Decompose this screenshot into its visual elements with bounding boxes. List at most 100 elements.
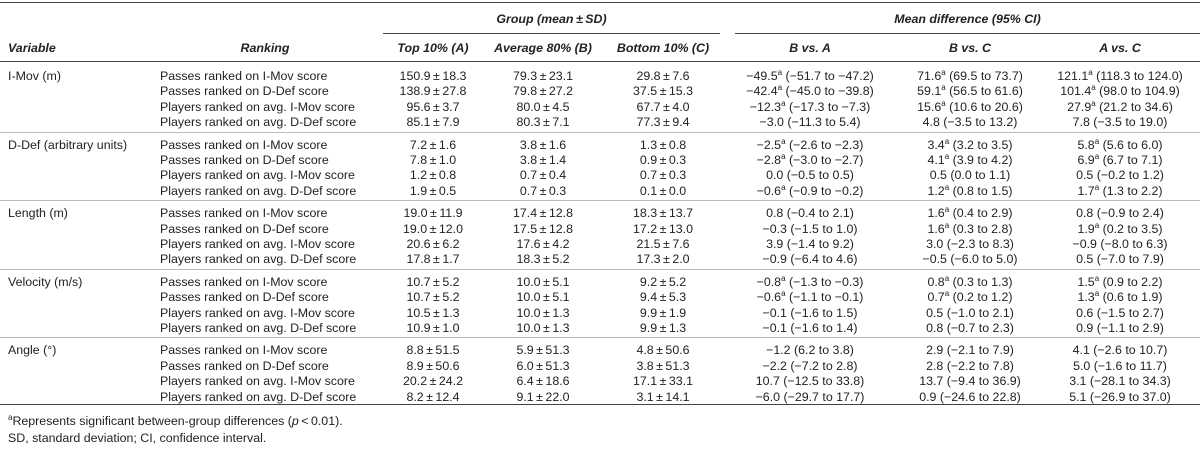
ranking-label: Players ranked on avg. I-Mov score	[160, 374, 355, 389]
mean-sd-cell-bottom: 0.7 ± 0.3	[639, 168, 687, 183]
mean-difference-cell-bvc: 3.0 (−2.3 to 8.3)	[900, 237, 1040, 252]
significance-marker: a	[944, 136, 950, 146]
confidence-interval: (0.3 to 1.3)	[949, 274, 1013, 289]
significance-marker: a	[1094, 151, 1100, 161]
confidence-interval: (56.5 to 61.6)	[945, 84, 1023, 99]
mean-difference-cell-bva: −0.6a (−1.1 to −0.1)	[740, 290, 880, 305]
difference-estimate: −6.0	[755, 389, 781, 404]
col-header-bottom: Bottom 10% (C)	[616, 41, 710, 55]
ranking-label: Players ranked on avg. I-Mov score	[160, 237, 355, 251]
mean-difference-cell-bvc: 2.9 (−2.1 to 7.9)	[900, 343, 1040, 358]
col-header-b-vs-c: B vs. C	[948, 41, 991, 55]
difference-estimate: −0.1	[762, 305, 787, 320]
difference-estimate: 27.9	[1067, 99, 1092, 114]
difference-estimate: −42.4	[746, 84, 778, 99]
confidence-interval: (−0.2 to 1.2)	[1093, 168, 1164, 183]
difference-estimate: −2.5	[756, 137, 782, 152]
significance-marker: a	[781, 182, 786, 192]
confidence-interval: (−1.0 to 2.1)	[943, 305, 1014, 320]
confidence-interval: (−0.9 to 2.4)	[1093, 206, 1164, 221]
mean-difference-cell-bva: 3.9 (−1.4 to 9.2)	[740, 237, 880, 252]
difference-estimate: 6.9	[1077, 153, 1095, 167]
difference-estimate: 1.5	[1077, 274, 1095, 289]
mean-sd-cell-bottom: 1.3 ± 0.8	[639, 137, 687, 152]
difference-estimate: −0.3	[762, 221, 787, 236]
mean-difference-cell-bvc: 0.8a (0.3 to 1.3)	[900, 274, 1040, 290]
mean-sd-cell-top: 8.8 ± 51.5	[406, 343, 460, 358]
mean-difference-cell-bvc: 13.7 (−9.4 to 36.9)	[900, 374, 1040, 389]
mean-difference-cell-bva: −2.2 (−7.2 to 2.8)	[740, 359, 880, 374]
difference-estimate: 1.9	[1077, 221, 1095, 236]
difference-estimate: −49.5	[746, 69, 778, 83]
mean-sd-cell-top: 1.9 ± 0.5	[409, 183, 457, 198]
mean-sd-cell-avg: 3.8 ± 1.6	[519, 137, 567, 152]
variable-label: Length (m)	[8, 206, 68, 221]
significance-marker: a	[944, 220, 950, 230]
confidence-interval: (0.8 to 1.5)	[949, 183, 1013, 198]
mean-sd-cell-top: 19.0 ± 12.0	[403, 221, 463, 236]
mean-difference-cell-avc: 7.8 (−3.5 to 19.0)	[1050, 115, 1190, 130]
mean-difference-cell-avc: 5.1 (−26.9 to 37.0)	[1050, 390, 1190, 405]
difference-estimate: 0.8	[766, 206, 784, 221]
mean-sd-cell-top: 85.1 ± 7.9	[406, 115, 460, 130]
mean-difference-span-header: Mean difference (95% CI)	[894, 12, 1041, 26]
difference-estimate: −0.8	[756, 274, 782, 289]
difference-estimate: 7.8	[1072, 115, 1090, 130]
mean-sd-cell-top: 150.9 ± 18.3	[399, 69, 467, 83]
mean-sd-cell-bottom: 9.9 ± 1.9	[639, 305, 687, 320]
mean-sd-cell-bottom: 0.9 ± 0.3	[639, 153, 687, 167]
confidence-interval: (3.9 to 4.2)	[949, 153, 1013, 167]
difference-estimate: 0.5	[926, 305, 944, 320]
mean-sd-cell-bottom: 3.1 ± 14.1	[636, 389, 690, 404]
mean-difference-cell-avc: 3.1 (−28.1 to 34.3)	[1050, 374, 1190, 389]
group-divider	[0, 268, 1200, 270]
difference-estimate: 5.0	[1073, 358, 1091, 373]
confidence-interval: (−1.5 to 2.7)	[1093, 305, 1164, 320]
mean-sd-cell-top: 10.7 ± 5.2	[406, 290, 460, 305]
mean-sd-cell-avg: 79.8 ± 27.2	[513, 84, 573, 99]
mean-difference-cell-bva: 0.8 (−0.4 to 2.1)	[740, 206, 880, 221]
significance-marker: a	[781, 98, 786, 108]
mean-difference-cell-bva: −0.1 (−1.6 to 1.5)	[740, 306, 880, 321]
difference-estimate: 13.7	[919, 374, 944, 389]
ranking-label: Passes ranked on I-Mov score	[160, 206, 328, 221]
confidence-interval: (−1.6 to 1.4)	[786, 321, 858, 335]
confidence-interval: (−9.4 to 36.9)	[943, 374, 1021, 389]
mean-sd-cell-top: 138.9 ± 27.8	[399, 84, 467, 99]
mean-sd-cell-top: 8.9 ± 50.6	[406, 358, 460, 373]
group-span-rule	[383, 33, 720, 34]
mean-sd-cell-top: 1.2 ± 0.8	[409, 168, 457, 183]
confidence-interval: (−11.3 to 5.4)	[783, 115, 861, 130]
mean-difference-cell-avc: 1.5a (0.9 to 2.2)	[1050, 274, 1190, 290]
col-header-variable: Variable	[8, 41, 56, 55]
mean-sd-cell-bottom: 3.8 ± 51.3	[636, 358, 690, 373]
significance-marker: a	[944, 205, 950, 215]
difference-estimate: 10.7	[755, 374, 780, 389]
mean-sd-cell-top: 7.2 ± 1.6	[409, 137, 457, 152]
confidence-interval: (−1.6 to 1.5)	[786, 305, 858, 320]
confidence-interval: (−0.5 to 0.5)	[783, 168, 854, 183]
confidence-interval: (−28.1 to 34.3)	[1086, 374, 1171, 389]
difference-estimate: 1.3	[1077, 290, 1095, 305]
difference-estimate: −0.6	[756, 290, 782, 305]
footnote-significance: aRepresents significant between-group di…	[8, 413, 343, 429]
ranking-label: Passes ranked on I-Mov score	[160, 137, 328, 152]
significance-marker: a	[944, 182, 950, 192]
ranking-label: Passes ranked on I-Mov score	[160, 69, 328, 83]
confidence-interval: (0.2 to 3.5)	[1099, 221, 1163, 236]
mean-difference-cell-avc: 4.1 (−2.6 to 10.7)	[1050, 343, 1190, 358]
mean-sd-cell-top: 95.6 ± 3.7	[406, 99, 460, 114]
mean-sd-cell-top: 10.7 ± 5.2	[406, 274, 460, 289]
significance-marker: a	[941, 98, 946, 108]
significance-marker: a	[781, 273, 786, 283]
mean-sd-cell-bottom: 67.7 ± 4.0	[636, 99, 690, 114]
mean-sd-cell-avg: 0.7 ± 0.4	[519, 168, 567, 183]
footnote-sig-text: Represents significant between-group dif…	[12, 414, 292, 428]
significance-marker: a	[781, 289, 786, 299]
mean-sd-cell-top: 20.2 ± 24.2	[403, 374, 463, 389]
variable-label: Velocity (m/s)	[8, 274, 83, 289]
header-bottom-rule	[0, 61, 1200, 62]
difference-estimate: 3.1	[1069, 374, 1087, 389]
difference-estimate: −0.9	[1072, 237, 1097, 251]
mean-difference-cell-bva: −49.5a (−51.7 to −47.2)	[740, 68, 880, 84]
